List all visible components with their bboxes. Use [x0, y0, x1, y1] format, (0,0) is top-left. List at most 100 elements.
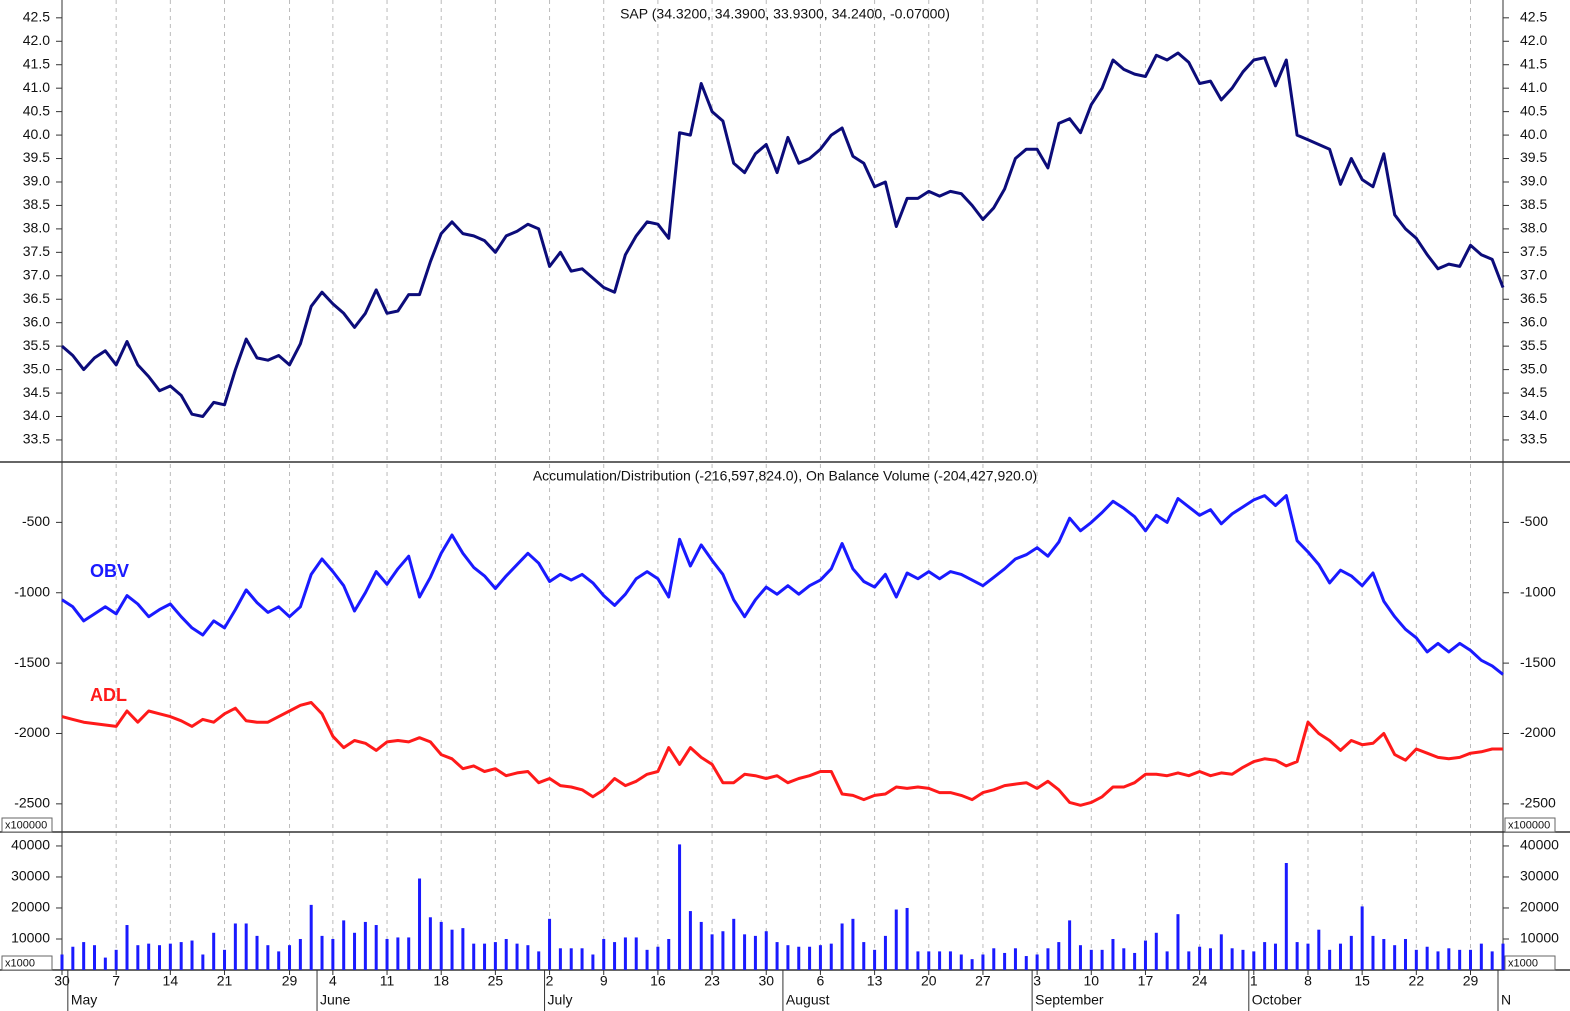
y-tick-label: -2500 [14, 795, 50, 811]
y-tick-label: -2500 [1520, 795, 1556, 811]
y-tick-label: 33.5 [1520, 431, 1547, 447]
volume-bar [396, 937, 400, 970]
volume-bar [1057, 942, 1061, 970]
volume-bar [288, 945, 292, 970]
volume-bar [1230, 948, 1234, 970]
y-tick-label: 34.0 [1520, 407, 1547, 423]
volume-bar [255, 935, 259, 970]
y-tick-label: 35.0 [23, 360, 50, 376]
series-line [61, 701, 1503, 807]
y-tick-label: 40000 [11, 837, 50, 853]
volume-bar [927, 951, 931, 970]
y-tick-label: 34.5 [1520, 384, 1547, 400]
volume-bar [688, 911, 692, 970]
scale-note-box [1, 955, 53, 971]
volume-bar [353, 932, 357, 970]
y-tick-label: 41.5 [23, 55, 50, 71]
y-tick-label: 33.5 [23, 431, 50, 447]
x-tick-label: 13 [867, 973, 883, 989]
volume-bar [331, 938, 335, 970]
volume-bar [418, 878, 422, 970]
x-tick-label: 2 [546, 973, 554, 989]
volume-bar [1133, 952, 1137, 970]
volume-bar [1393, 945, 1397, 970]
month-label: September [1035, 992, 1104, 1008]
y-tick-label: 37.0 [1520, 266, 1547, 282]
volume-bar [873, 949, 877, 970]
volume-bar [602, 938, 606, 970]
volume-bar [298, 938, 302, 970]
y-tick-label: 30000 [11, 868, 50, 884]
month-label: August [786, 992, 830, 1008]
volume-bar [548, 918, 552, 970]
volume-bar [764, 931, 768, 970]
volume-bar [1003, 952, 1007, 970]
y-tick-label: 37.0 [23, 266, 50, 282]
volume-bar [363, 921, 367, 970]
volume-bar [320, 935, 324, 970]
volume-bar [775, 942, 779, 970]
y-tick-label: 20000 [11, 899, 50, 915]
x-tick-label: 10 [1083, 973, 1099, 989]
volume-bar [829, 943, 833, 970]
volume-bar [1447, 948, 1451, 970]
volume-bar [1068, 920, 1072, 970]
volume-bar [201, 954, 205, 970]
x-tick-label: 17 [1138, 973, 1154, 989]
volume-bar [1100, 949, 1104, 970]
y-tick-label: 20000 [1520, 899, 1559, 915]
volume-bar [916, 951, 920, 970]
x-tick-label: 30 [758, 973, 774, 989]
x-tick-label: 30 [54, 973, 70, 989]
volume-bar [645, 949, 649, 970]
x-tick-label: 15 [1354, 973, 1370, 989]
volume-bar [1436, 951, 1440, 970]
volume-bar [883, 935, 887, 970]
y-tick-label: 41.0 [23, 79, 50, 95]
scale-note: x100000 [5, 819, 47, 831]
y-tick-label: -2000 [1520, 724, 1556, 740]
volume-bar [1208, 948, 1212, 970]
volume-bar [808, 946, 812, 970]
month-label: October [1252, 992, 1302, 1008]
volume-bar [591, 954, 595, 970]
x-tick-label: 6 [817, 973, 825, 989]
y-tick-label: 40.5 [1520, 102, 1547, 118]
volume-bar [1403, 938, 1407, 970]
volume-bar [905, 907, 909, 970]
y-tick-label: 39.0 [23, 173, 50, 189]
volume-bar [1078, 945, 1082, 970]
volume-bar [656, 946, 660, 970]
scale-note-box [1504, 817, 1556, 833]
volume-bar [428, 917, 432, 970]
volume-bar [158, 945, 162, 970]
y-tick-label: -1500 [1520, 654, 1556, 670]
volume-bar [959, 954, 963, 970]
volume-bar [515, 943, 519, 970]
scale-note-box [1504, 955, 1556, 971]
volume-bar [1143, 940, 1147, 970]
volume-bar [450, 929, 454, 970]
volume-bar [136, 945, 140, 970]
volume-bar [970, 959, 974, 970]
volume-bar [992, 948, 996, 970]
y-tick-label: 35.0 [1520, 360, 1547, 376]
volume-bar [699, 921, 703, 970]
x-tick-label: 16 [650, 973, 666, 989]
volume-bar [1284, 863, 1288, 970]
volume-bar [1425, 946, 1429, 970]
y-tick-label: -1500 [14, 654, 50, 670]
y-tick-label: 40000 [1520, 837, 1559, 853]
x-tick-label: 18 [433, 973, 449, 989]
y-tick-label: 40.5 [23, 102, 50, 118]
series-label: ADL [90, 685, 127, 705]
y-tick-label: 36.5 [1520, 290, 1547, 306]
y-tick-label: 39.5 [1520, 149, 1547, 165]
month-label: May [71, 992, 97, 1008]
volume-bar [223, 949, 227, 970]
volume-bar [212, 932, 216, 970]
y-tick-label: 30000 [1520, 868, 1559, 884]
volume-bar [1252, 951, 1256, 970]
volume-bar [1371, 935, 1375, 970]
